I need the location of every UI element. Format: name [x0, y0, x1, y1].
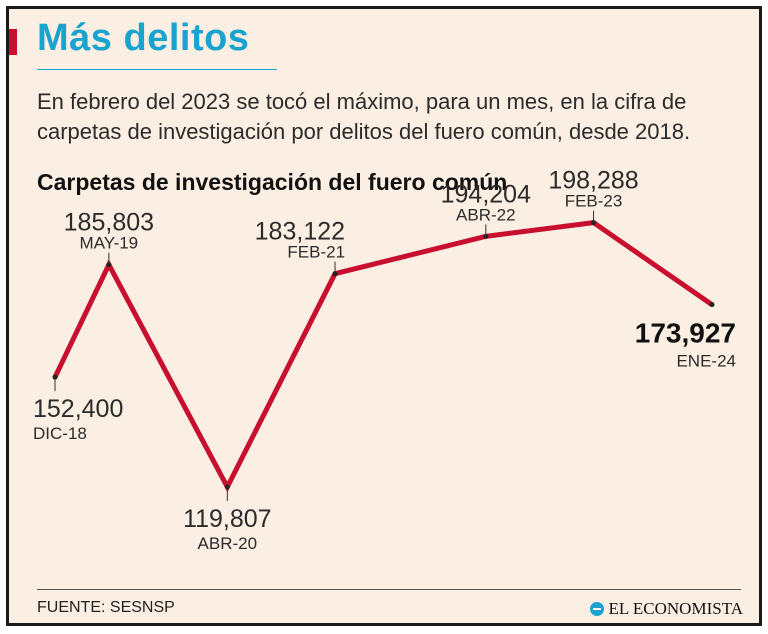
data-value-label: 119,807 — [183, 505, 272, 533]
data-value-label: 194,204 — [441, 180, 531, 208]
el-economista-logo-icon — [589, 602, 604, 616]
date-label: ENE-24 — [676, 352, 736, 371]
subtitle: En febrero del 2023 se tocó el máximo, p… — [37, 89, 691, 144]
date-label: ABR-20 — [198, 534, 258, 553]
brand-name: EL ECONOMISTA — [608, 599, 743, 618]
date-label: FEB-23 — [565, 192, 623, 211]
brand: EL ECONOMISTA — [589, 599, 743, 619]
data-value-label: 183,122 — [255, 218, 345, 246]
page-title: Más delitos — [37, 17, 250, 59]
data-point — [709, 302, 715, 308]
title-accent-bar — [9, 29, 17, 55]
date-label: DIC-18 — [33, 424, 87, 443]
date-label: MAY-19 — [80, 234, 139, 253]
series-line — [52, 220, 714, 493]
data-value-label: 152,400 — [33, 395, 123, 423]
footer-divider — [37, 589, 741, 590]
infographic-frame: Más delitos En febrero del 2023 se tocó … — [6, 6, 762, 626]
chart-title: Carpetas de investigación del fuero comú… — [37, 169, 508, 195]
data-value-label: 198,288 — [548, 167, 638, 195]
date-label: ABR-22 — [456, 205, 516, 224]
source-note: FUENTE: SESNSP — [37, 599, 175, 616]
data-value-label: 185,803 — [64, 209, 154, 237]
date-label: FEB-21 — [287, 243, 345, 262]
data-value-label: 173,927 — [635, 318, 736, 349]
title-underline — [37, 69, 277, 70]
